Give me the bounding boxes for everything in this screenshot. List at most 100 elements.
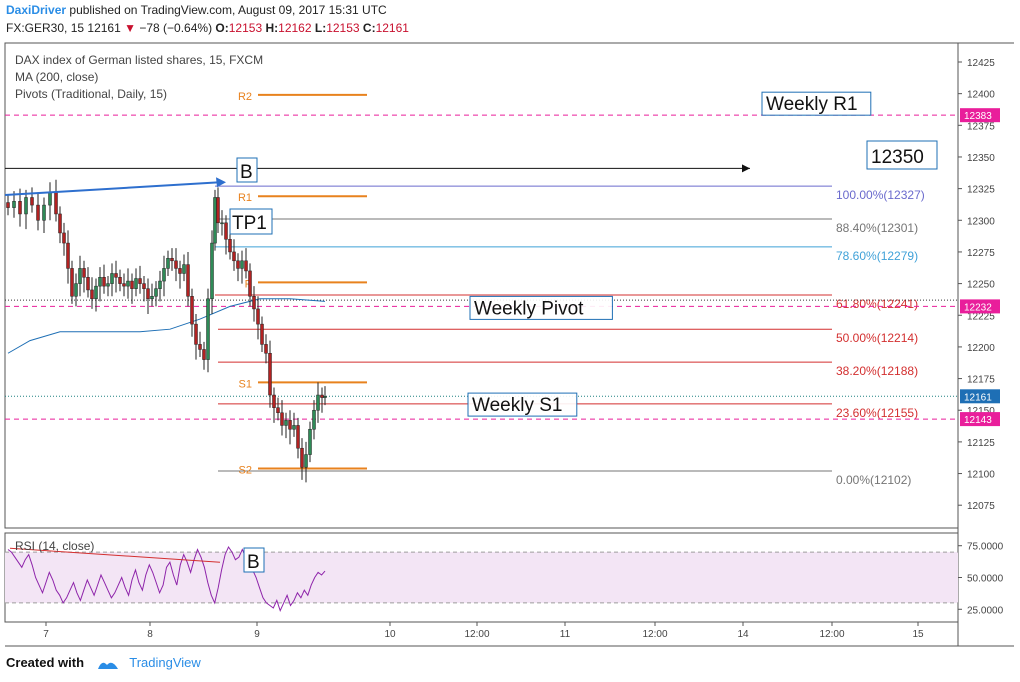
candle-body [194, 323, 198, 345]
fib-level-label: 61.80%(12241) [836, 297, 918, 311]
candle-body [154, 288, 158, 297]
candle-body [162, 268, 166, 282]
candle-body [24, 197, 28, 215]
tradingview-link[interactable]: TradingView [129, 655, 201, 670]
open-label: O: [215, 21, 229, 35]
candle-body [252, 296, 256, 310]
candle-body [276, 407, 280, 414]
author-link[interactable]: DaxiDriver [6, 3, 67, 17]
candle-body [134, 278, 138, 289]
candle-body [12, 201, 16, 208]
pivot-label: R1 [238, 192, 252, 204]
candle-body [206, 298, 210, 360]
fib-level-label: 88.40%(12301) [836, 221, 918, 235]
price-chip-label: 12161 [964, 392, 992, 403]
candle-body [236, 260, 240, 269]
rsi-tick-label: 25.0000 [967, 605, 1004, 616]
candle-body [288, 420, 292, 430]
price-chip-label: 12383 [964, 111, 992, 122]
target-arrow-head [742, 164, 750, 173]
weekly-label-box [761, 91, 872, 116]
candle-body [126, 280, 130, 287]
candle-body [102, 277, 106, 287]
price-chip-label: 12143 [964, 415, 992, 426]
candle-body [178, 268, 182, 274]
candle-body [213, 197, 217, 244]
candle-body [224, 222, 228, 240]
symbol-bar: FX:GER30, 15 12161 ▼ −78 (−0.64%) O:1215… [6, 21, 409, 35]
candle-body [6, 202, 10, 208]
y-tick-label: 12175 [967, 375, 995, 386]
candle-body [316, 394, 320, 411]
tp1-label: TP1 [232, 213, 267, 234]
rsi-line [7, 545, 326, 612]
x-tick-label: 10 [384, 629, 396, 640]
y-tick-label: 12275 [967, 248, 995, 259]
price-chip [960, 108, 1000, 123]
weekly-label-box [467, 392, 578, 417]
close-label: C: [362, 21, 376, 35]
weekly-label-box [469, 295, 613, 320]
candle-body [82, 268, 86, 278]
candle-body [86, 277, 90, 291]
candle-body [202, 349, 206, 360]
x-tick-label: 15 [912, 629, 924, 640]
main-study-label[interactable]: DAX index of German listed shares, 15, F… [15, 53, 264, 67]
candle-body [248, 270, 252, 297]
y-tick-label: 12325 [967, 185, 995, 196]
symbol: FX:GER30, 15 [6, 21, 85, 35]
publish-text: published on TradingView.com, August 09,… [69, 3, 387, 17]
x-tick-label: 8 [147, 629, 153, 640]
price-chip-label: 12232 [964, 302, 992, 313]
close-value: 12161 [375, 21, 409, 35]
y-tick-label: 12250 [967, 280, 995, 291]
x-tick-label: 12:00 [642, 629, 667, 640]
candle-body [292, 425, 296, 430]
candle-body [182, 264, 186, 274]
fib-level-label: 23.60%(12155) [836, 406, 918, 420]
y-tick-label: 12200 [967, 343, 995, 354]
y-tick-label: 12100 [967, 470, 995, 481]
trend-arrow-line [4, 181, 221, 196]
publish-info: DaxiDriver published on TradingView.com,… [6, 3, 387, 17]
rsi-study-label[interactable]: RSI (14, close) [15, 539, 95, 553]
candle-body [150, 296, 154, 300]
candle-body [244, 260, 248, 272]
rsi-tick-label: 50.0000 [967, 574, 1004, 585]
candle-body [256, 308, 260, 325]
y-tick-label: 12225 [967, 311, 995, 322]
candle-body [272, 394, 276, 408]
candle-body [42, 204, 46, 221]
candle-body [90, 289, 94, 300]
target-label: 12350 [871, 147, 924, 168]
y-tick-label: 12375 [967, 121, 995, 132]
x-tick-label: 12:00 [464, 629, 489, 640]
pivots-study-label[interactable]: Pivots (Traditional, Daily, 15) [15, 87, 168, 101]
fib-level-label: 100.00%(12327) [836, 188, 925, 202]
candle-body [142, 283, 146, 289]
candle-body [146, 288, 150, 300]
price-chip [960, 299, 1000, 314]
candle-body [36, 204, 40, 221]
weekly-label: Weekly S1 [472, 395, 562, 416]
candle-body [118, 277, 122, 284]
candle-body [62, 232, 66, 244]
pivot-label: S2 [239, 464, 252, 476]
candle-body [70, 268, 74, 297]
candle-body [240, 260, 244, 269]
candle-body [18, 201, 22, 215]
candle-body [48, 192, 52, 206]
x-tick-label: 9 [254, 629, 260, 640]
price-chip [960, 389, 1000, 404]
candle-body [94, 285, 98, 300]
ma-study-label[interactable]: MA (200, close) [15, 70, 99, 84]
created-with-text: Created with [6, 655, 85, 670]
x-tick-label: 7 [43, 629, 49, 640]
trend-arrow-head [216, 177, 226, 188]
tradingview-logo-icon [97, 662, 118, 669]
pivot-label: R2 [238, 91, 252, 103]
candle-body [232, 251, 236, 262]
low-label: L: [314, 21, 327, 35]
candle-body [66, 242, 70, 269]
